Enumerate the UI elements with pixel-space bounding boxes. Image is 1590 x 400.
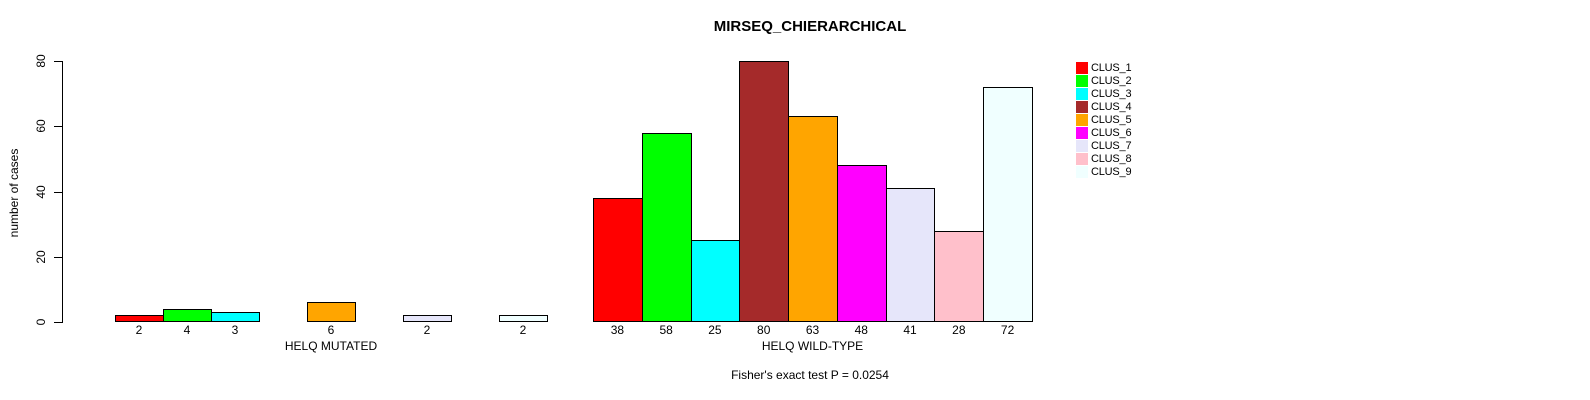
y-tick-mark (54, 322, 62, 323)
legend-swatch-CLUS_8 (1076, 153, 1088, 165)
bar-CLUS_1 (593, 198, 643, 322)
bar-CLUS_9 (499, 315, 548, 322)
bar-value-label: 48 (854, 323, 868, 337)
y-tick-label: 20 (34, 250, 48, 264)
y-axis-line (62, 61, 63, 323)
bar-value-label: 41 (903, 323, 917, 337)
y-tick-label: 60 (34, 119, 48, 133)
legend-swatch-CLUS_5 (1076, 114, 1088, 126)
chart-title: MIRSEQ_CHIERARCHICAL (713, 18, 907, 35)
y-axis-label: number of cases (7, 148, 21, 238)
bar-CLUS_7 (885, 188, 936, 322)
legend-label: CLUS_5 (1091, 114, 1132, 126)
y-tick-mark (54, 256, 62, 258)
legend-swatch-CLUS_2 (1076, 75, 1088, 87)
bar-value-label: 63 (805, 323, 820, 337)
legend-label: CLUS_3 (1091, 88, 1132, 100)
x-axis-group-label: HELQ MUTATED (284, 339, 378, 353)
y-tick-mark (54, 61, 62, 62)
bar-value-label: 2 (519, 323, 527, 337)
bar-CLUS_2 (641, 132, 692, 322)
bar-CLUS_2 (163, 308, 212, 322)
bar-value-label: 58 (659, 323, 673, 337)
y-tick-mark (54, 126, 62, 128)
bar-value-label: 2 (423, 323, 431, 337)
legend-swatch-CLUS_6 (1076, 127, 1088, 139)
y-tick-mark (54, 191, 62, 193)
legend-label: CLUS_1 (1091, 62, 1132, 74)
bar-CLUS_1 (115, 315, 164, 322)
bar-CLUS_8 (934, 230, 985, 322)
y-tick-label: 0 (34, 318, 48, 326)
bar-value-label: 25 (708, 323, 722, 337)
legend-swatch-CLUS_4 (1076, 101, 1088, 113)
legend-label: CLUS_8 (1091, 153, 1132, 165)
legend-label: CLUS_6 (1091, 127, 1132, 139)
bar-CLUS_5 (307, 302, 356, 322)
y-tick-label: 40 (34, 184, 48, 199)
bar-value-label: 3 (231, 323, 239, 337)
legend-label: CLUS_2 (1091, 75, 1132, 87)
y-tick-label: 80 (34, 54, 48, 68)
bar-CLUS_6 (836, 165, 887, 322)
legend-swatch-CLUS_7 (1076, 140, 1088, 152)
bar-CLUS_9 (983, 87, 1033, 322)
bar-CLUS_4 (739, 61, 790, 322)
legend-swatch-CLUS_9 (1076, 166, 1088, 178)
bar-value-label: 72 (1000, 323, 1015, 337)
legend-swatch-CLUS_3 (1076, 88, 1088, 100)
bar-value-label: 80 (757, 323, 771, 337)
legend-label: CLUS_7 (1091, 140, 1132, 152)
bar-value-label: 4 (183, 323, 191, 337)
bar-value-label: 2 (135, 323, 143, 337)
x-axis-group-label: HELQ WILD-TYPE (761, 339, 864, 353)
bar-value-label: 6 (327, 323, 335, 337)
bar-CLUS_3 (211, 312, 260, 322)
bar-CLUS_5 (788, 116, 838, 322)
legend-label: CLUS_4 (1091, 101, 1132, 113)
legend-label: CLUS_9 (1091, 166, 1132, 178)
bar-value-label: 28 (952, 323, 966, 337)
bar-CLUS_3 (690, 240, 741, 322)
bar-CLUS_7 (403, 315, 452, 322)
fisher-test-annotation: Fisher's exact test P = 0.0254 (731, 368, 889, 382)
legend-swatch-CLUS_1 (1076, 62, 1088, 74)
bar-value-label: 38 (610, 323, 625, 337)
